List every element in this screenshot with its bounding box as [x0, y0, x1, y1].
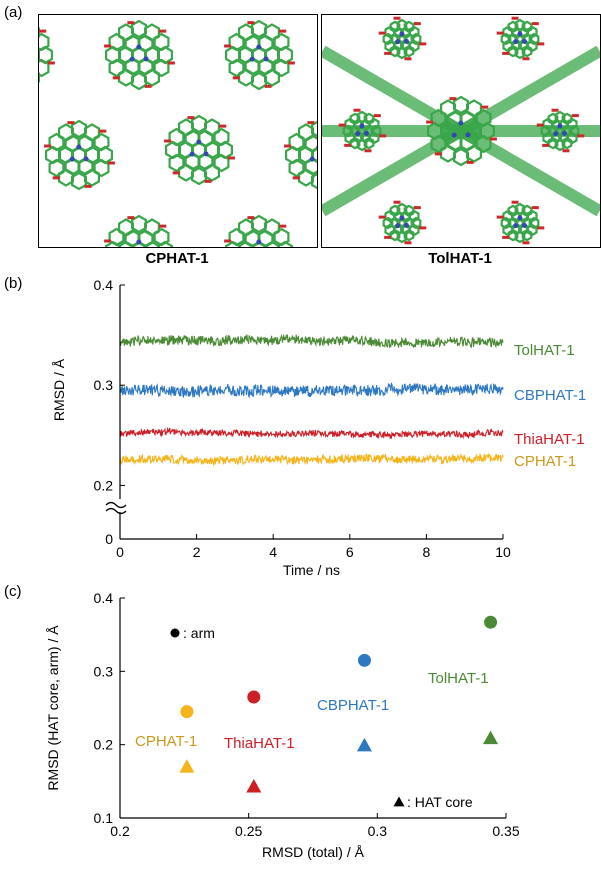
framework-node	[338, 108, 387, 153]
legend-arm-marker	[170, 628, 180, 638]
series-label-TolHAT-1: TolHAT-1	[428, 670, 489, 687]
panel-label-c: (c)	[4, 583, 22, 600]
x-axis-label: RMSD (total) / Å	[262, 844, 365, 860]
legend-arm-label: : arm	[183, 625, 215, 641]
y-tick-label: 0.3	[94, 663, 114, 679]
framework-cluster	[39, 27, 55, 83]
series-label-CBPHAT-1: CBPHAT-1	[514, 387, 586, 404]
core-point-CBPHAT-1	[356, 737, 372, 752]
rmsd-time-chart: 0 0.2 0.3 0.4 0 2 4 6 8 10 Time / ns RMSD / Å TolHAT…	[51, 277, 586, 578]
y-tick-label: 0.4	[94, 277, 114, 293]
y-tick-label: 0.2	[94, 737, 114, 753]
series-line-TolHAT-1	[119, 333, 504, 349]
framework-cluster	[44, 119, 115, 191]
cphat-structure-image	[38, 14, 318, 248]
x-tick-label: 0.35	[492, 823, 519, 839]
x-tick-label: 0.2	[110, 823, 130, 839]
arm-point-CPHAT-1	[180, 705, 194, 719]
x-tick-label: 10	[495, 544, 511, 560]
series-label-TolHAT-1: TolHAT-1	[514, 342, 575, 359]
series-label-CBPHAT-1: CBPHAT-1	[317, 697, 389, 714]
framework-node	[536, 108, 585, 153]
x-tick-label: 0	[116, 544, 124, 560]
framework-cluster	[224, 19, 295, 91]
framework-cluster	[164, 114, 235, 186]
panel-label-a: (a)	[4, 4, 23, 21]
y-axis-label: RMSD (HAT core, arm) / Å	[45, 625, 61, 791]
tolhat-title: TolHAT-1	[428, 250, 492, 267]
framework-core	[426, 95, 497, 167]
core-point-CPHAT-1	[179, 759, 195, 773]
core-point-TolHAT-1	[483, 730, 499, 745]
x-tick-label: 8	[423, 544, 431, 560]
x-tick-label: 4	[269, 544, 277, 560]
framework-node	[378, 16, 427, 61]
arm-point-TolHAT-1	[484, 615, 498, 629]
core-point-ThiaHAT-1	[246, 778, 262, 793]
legend-core-marker	[393, 796, 405, 807]
series-label-ThiaHAT-1: ThiaHAT-1	[224, 735, 295, 752]
y-tick-label: 0.1	[94, 810, 114, 826]
series-line-CBPHAT-1	[119, 382, 504, 399]
framework-cluster	[224, 214, 293, 247]
arm-point-ThiaHAT-1	[247, 690, 261, 704]
framework-cluster	[284, 120, 317, 190]
series-line-CPHAT-1	[119, 453, 504, 467]
framework-node	[378, 200, 427, 245]
series-label-CPHAT-1: CPHAT-1	[135, 733, 197, 750]
series-label-CPHAT-1: CPHAT-1	[514, 453, 576, 470]
x-tick-label: 2	[193, 544, 201, 560]
x-tick-label: 0.3	[368, 823, 388, 839]
x-tick-label: 0.25	[235, 823, 262, 839]
y-tick-label: 0	[105, 531, 113, 547]
framework-cluster	[104, 19, 175, 91]
framework-node	[496, 200, 545, 245]
arm-point-CBPHAT-1	[357, 653, 371, 667]
series-label-ThiaHAT-1: ThiaHAT-1	[514, 431, 585, 448]
x-tick-label: 6	[346, 544, 354, 560]
y-tick-label: 0.4	[94, 590, 114, 606]
y-tick-label: 0.2	[94, 477, 114, 493]
y-tick-label: 0.3	[94, 377, 114, 393]
framework-cluster	[104, 214, 173, 247]
legend-core-label: : HAT core	[407, 794, 473, 810]
panel-label-b: (b)	[4, 275, 23, 292]
y-axis-label: RMSD / Å	[51, 358, 67, 421]
axis-break-mark	[105, 501, 127, 515]
cphat-title: CPHAT-1	[145, 250, 209, 267]
tolhat-structure-image	[321, 14, 601, 248]
series-line-ThiaHAT-1	[119, 426, 504, 440]
framework-node	[496, 16, 545, 61]
x-axis-label: Time / ns	[283, 562, 340, 578]
